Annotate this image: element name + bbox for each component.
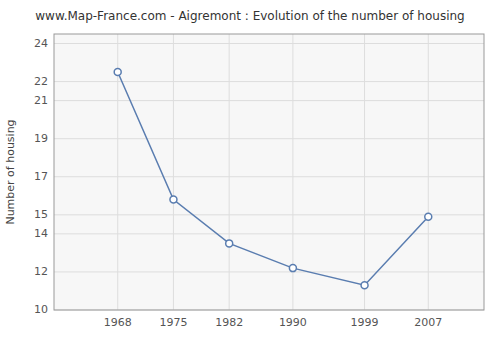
y-tick-label: 15	[34, 208, 48, 221]
x-tick-label: 1975	[159, 316, 187, 329]
x-grid-line	[428, 34, 429, 310]
x-tick-label: 1999	[351, 316, 379, 329]
point	[170, 196, 177, 203]
plot-area	[54, 34, 484, 310]
y-tick-label: 21	[34, 94, 48, 107]
axes: 10 12 14 15 17 19 21 22 24 1968 1975 1982 1990 1999 20…	[34, 37, 442, 329]
y-tick-label: 14	[34, 227, 48, 240]
line	[118, 72, 429, 285]
grid	[54, 34, 484, 310]
y-tick-label: 17	[34, 170, 48, 183]
x-grid-line	[364, 34, 365, 310]
series	[114, 69, 432, 289]
x-tick-label: 1982	[215, 316, 243, 329]
y-grid-line	[54, 138, 484, 139]
y-tick-label: 22	[34, 75, 48, 88]
y-grid-line	[54, 271, 484, 272]
y-grid-line	[54, 81, 484, 82]
y-grid-line	[54, 176, 484, 177]
chart: 10 12 14 15 17 19 21 22 24 1968 1975 1982 1990 1999 20…	[0, 0, 500, 340]
x-grid-line	[229, 34, 230, 310]
y-tick-label: 24	[34, 37, 48, 50]
y-tick-label: 12	[34, 265, 48, 278]
x-tick-label: 2007	[414, 316, 442, 329]
point	[425, 213, 432, 220]
title: www.Map-France.com - Aigremont : Evoluti…	[35, 9, 464, 23]
y-tick-label: 10	[34, 303, 48, 316]
x-grid-line	[173, 34, 174, 310]
point	[361, 282, 368, 289]
y-grid-line	[54, 100, 484, 101]
y-grid-line	[54, 43, 484, 44]
plot-frame	[54, 34, 484, 310]
y-grid-line	[54, 233, 484, 234]
point	[226, 240, 233, 247]
x-tick-label: 1968	[104, 316, 132, 329]
y-axis-label: Number of housing	[4, 119, 17, 224]
x-tick-label: 1990	[279, 316, 307, 329]
y-tick-label: 19	[34, 132, 48, 145]
point	[114, 69, 121, 76]
point	[289, 265, 296, 272]
y-grid-line	[54, 214, 484, 215]
